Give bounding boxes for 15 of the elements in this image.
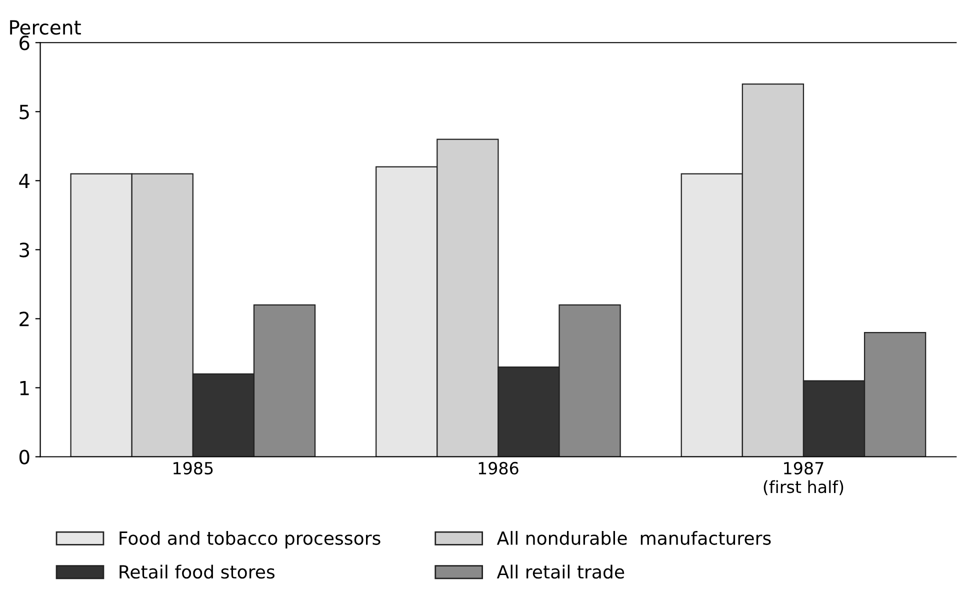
legend-label: Food and tobacco processors [120, 530, 380, 548]
x-tick-label: 1986 [478, 462, 518, 475]
y-tick-label: 4 [19, 174, 30, 188]
x-tick-label: 1985 [174, 462, 213, 475]
y-tick-label: 1 [20, 380, 29, 396]
legend-label: Retail food stores [120, 564, 275, 579]
x-tick-label: 1987 (first half) [764, 462, 844, 496]
legend-label: All nondurable manufacturers [496, 530, 771, 545]
y-tick-label: 3 [20, 242, 29, 258]
y-tick-label: 6 [20, 36, 30, 50]
y-tick-label: 0 [19, 450, 30, 464]
legend-label: All retail trade [496, 564, 624, 579]
y-tick-label: 2 [20, 312, 29, 326]
y-tick-label: 5 [20, 104, 29, 120]
y-axis-title: Percent [10, 20, 81, 35]
